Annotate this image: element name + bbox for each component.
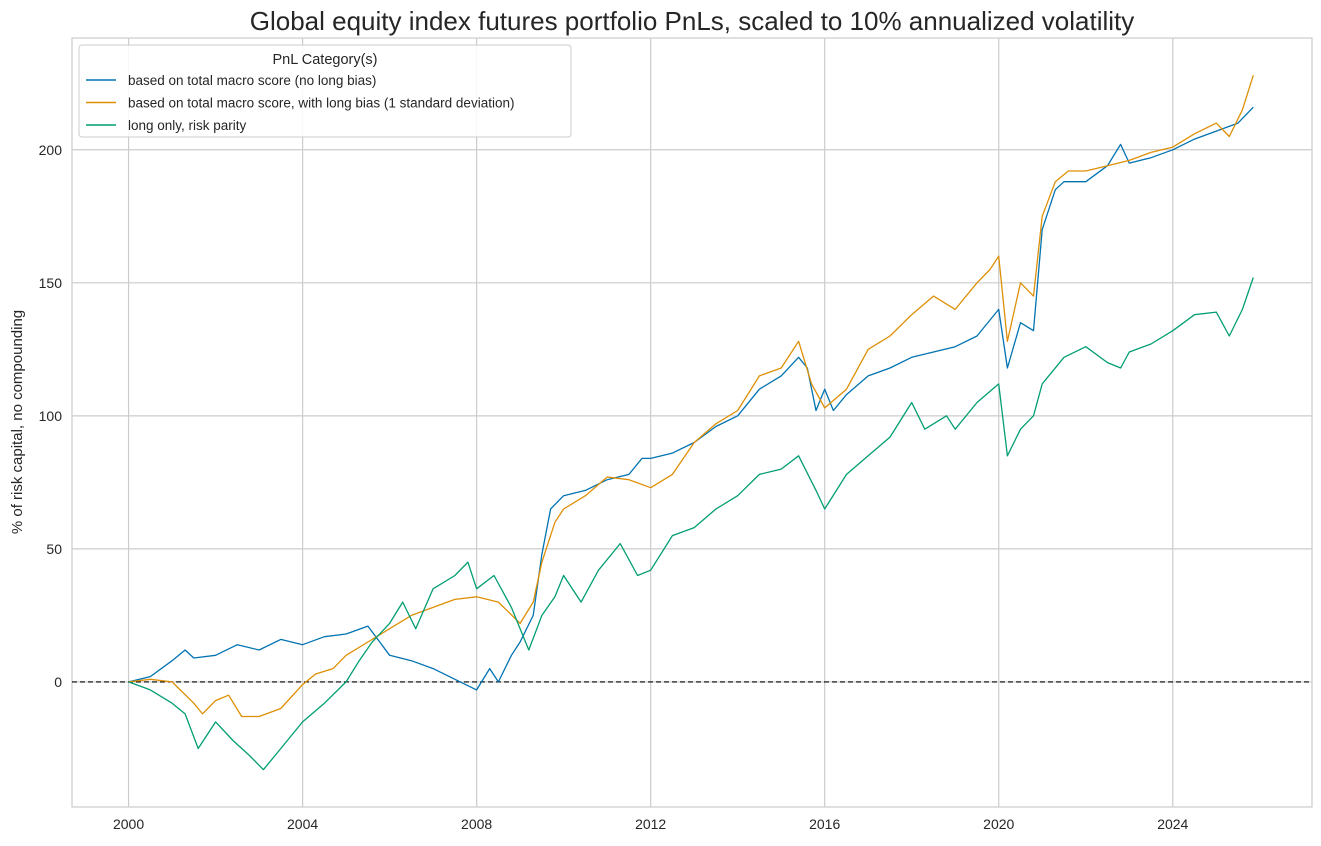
x-tick-label: 2024 (1157, 816, 1188, 832)
x-tick-label: 2016 (809, 816, 840, 832)
y-tick-label: 0 (54, 674, 62, 690)
grid (72, 38, 1312, 807)
x-tick-label: 2012 (635, 816, 666, 832)
y-tick-label: 150 (39, 275, 63, 291)
x-tick-label: 2004 (287, 816, 318, 832)
plot-frame (71, 37, 1313, 808)
y-tick-label: 50 (46, 541, 62, 557)
series-lines (128, 75, 1254, 771)
x-tick-label: 2000 (113, 816, 144, 832)
x-tick-label: 2008 (461, 816, 492, 832)
y-tick-label: 100 (39, 408, 63, 424)
y-axis-label: % of risk capital, no compounding (9, 310, 26, 534)
legend-label: long only, risk parity (128, 118, 247, 133)
x-tick-label: 2020 (983, 816, 1014, 832)
legend-box (78, 44, 572, 138)
legend-label: based on total macro score (no long bias… (128, 73, 376, 88)
legend-title: PnL Category(s) (272, 52, 377, 68)
series-line-2 (128, 75, 1254, 718)
legend: PnL Category(s) based on total macro sco… (78, 44, 572, 138)
legend-label: based on total macro score, with long bi… (128, 96, 514, 111)
series-line-3 (128, 277, 1254, 771)
series-line-1 (128, 106, 1254, 691)
tick-labels: 2000 2004 2008 2012 2016 2020 2024 0 50 100 150 200 (39, 142, 1189, 832)
y-tick-label: 200 (39, 142, 63, 158)
chart-title: Global equity index futures portfolio Pn… (250, 6, 1135, 36)
